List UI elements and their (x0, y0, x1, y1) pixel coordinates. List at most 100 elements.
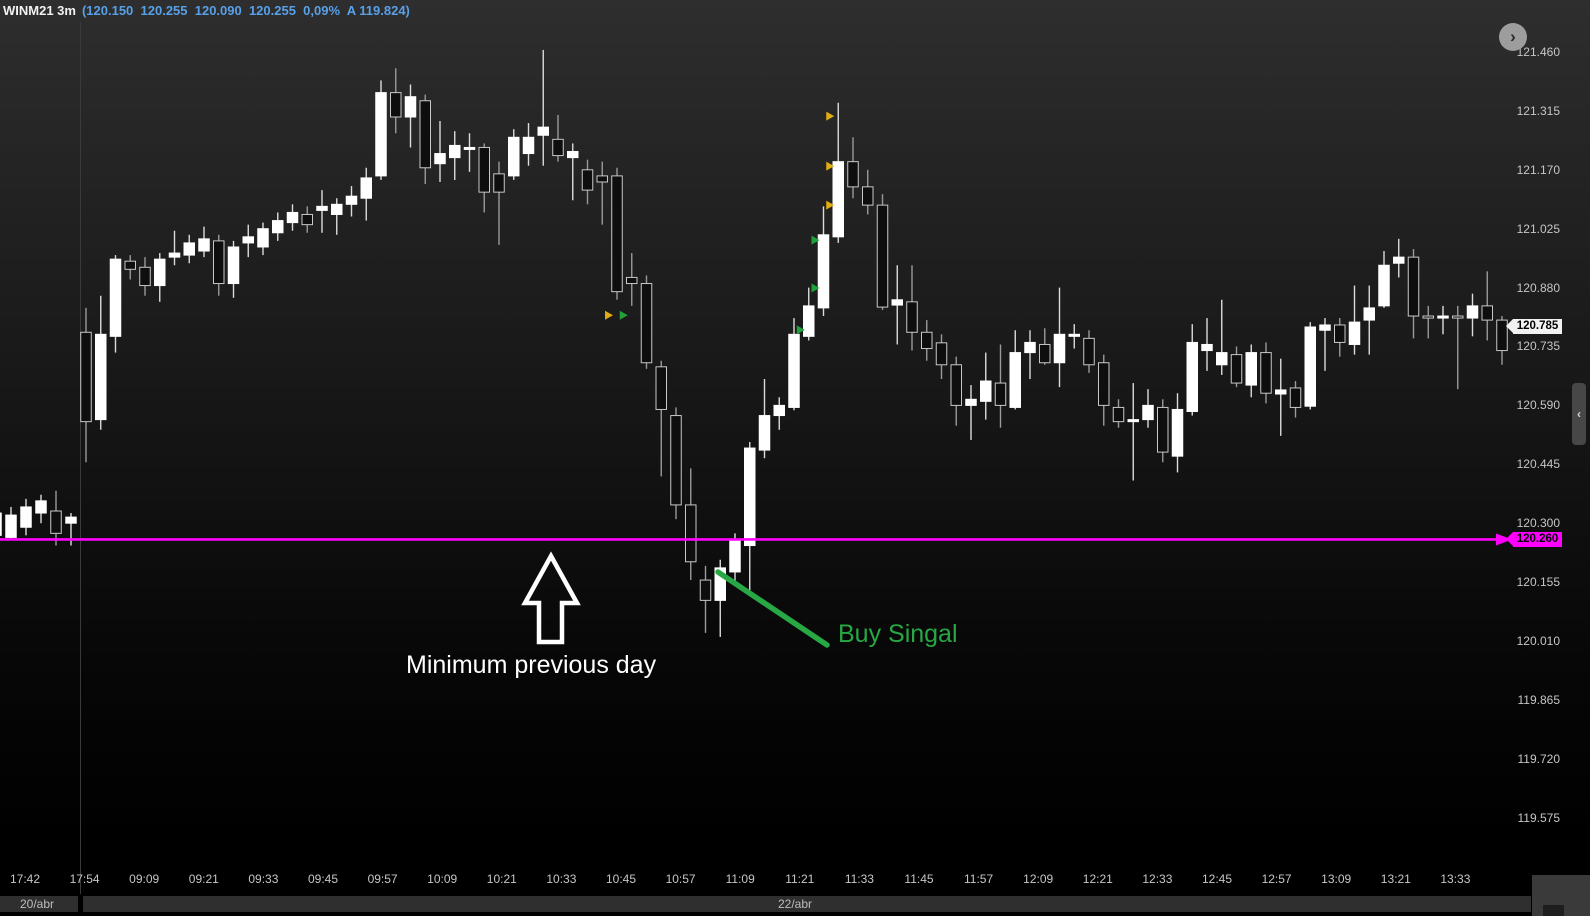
candle-body (744, 447, 756, 547)
time-axis-label: 12:21 (1082, 872, 1113, 886)
candle-body (640, 283, 653, 364)
candle-body (1334, 324, 1346, 343)
time-axis-label: 10:09 (427, 872, 458, 886)
time-axis-label: 09:21 (188, 872, 219, 886)
expand-panel-button[interactable]: › (1499, 23, 1527, 51)
time-axis-label: 13:33 (1440, 872, 1471, 886)
price-axis-label: 120.880 (1516, 280, 1560, 295)
candle-body (183, 242, 195, 256)
time-axis-label: 10:45 (605, 872, 637, 886)
green-signal-marker-icon (619, 310, 628, 320)
yellow-signal-marker-icon (826, 111, 835, 121)
candle-body (847, 161, 859, 188)
candle-body (1098, 362, 1110, 406)
candle-body (272, 220, 284, 234)
candle-body (493, 173, 505, 193)
chevron-left-icon: ‹ (1577, 407, 1581, 421)
candle-body (817, 234, 830, 309)
time-axis-label: 11:33 (844, 872, 874, 886)
price-axis-label: 120.445 (1516, 457, 1560, 472)
price-axis-label: 120.735 (1516, 339, 1560, 354)
price-axis-label: 120.155 (1516, 575, 1560, 590)
time-axis-label: 11:21 (785, 872, 815, 886)
candle-body (124, 260, 136, 270)
candle-body (419, 100, 431, 169)
time-axis-label: 12:45 (1201, 872, 1233, 886)
last-price-badge: 120.785 (1506, 318, 1562, 334)
minimum-previous-day-label[interactable]: Minimum previous day (406, 651, 657, 679)
candle-body (1053, 333, 1066, 364)
line-price-badge[interactable]: 120.260 (1506, 531, 1562, 547)
candle-body (360, 177, 372, 199)
line-price-value: 120.260 (1516, 532, 1559, 545)
buy-signal-label[interactable]: Buy Singal (838, 620, 958, 648)
ohlc-quote-label: (120.150 120.255 120.090 120.255 0,09% A… (81, 3, 410, 18)
chevron-right-icon: › (1510, 27, 1516, 46)
candle-body (50, 510, 62, 534)
candle-body (1289, 387, 1302, 408)
collapse-axis-handle[interactable]: ‹ (1572, 383, 1586, 445)
candle-body (345, 195, 358, 205)
candle-body (65, 516, 77, 524)
candle-body (906, 301, 918, 333)
candle-body (1216, 352, 1228, 366)
symbol-timeframe-label: WINM21 3m (3, 3, 76, 18)
candle-body (921, 331, 933, 350)
scrollbar-main-segment[interactable] (83, 896, 1531, 912)
candle-body (286, 211, 299, 224)
candle-body (1142, 404, 1154, 421)
candle-body (699, 579, 712, 601)
buy-signal-pointer-line[interactable] (715, 569, 830, 648)
candle-body (375, 92, 387, 177)
candle-body (168, 252, 181, 258)
price-axis-label: 119.575 (1517, 810, 1561, 825)
candle-body (714, 567, 726, 601)
candle-body (1275, 389, 1287, 395)
price-axis-label: 121.025 (1516, 221, 1560, 236)
time-axis-label: 11:45 (904, 872, 934, 886)
candle-body (1201, 343, 1213, 352)
time-axis-label: 09:33 (248, 872, 279, 886)
candle-body (1422, 315, 1434, 319)
candle-body (994, 382, 1007, 406)
candle-body (80, 331, 92, 423)
candle-body (463, 146, 476, 150)
candle-body (1157, 406, 1169, 453)
up-arrow-annotation[interactable] (521, 551, 581, 645)
yellow-signal-marker-icon (826, 200, 835, 210)
candle-body (862, 186, 874, 206)
candle-body (1496, 319, 1508, 352)
candle-body (567, 151, 579, 159)
time-axis-label: 17:54 (69, 872, 100, 886)
price-axis-label: 119.720 (1517, 751, 1561, 766)
time-axis-label: 10:33 (546, 872, 577, 886)
candle-body (0, 512, 2, 536)
candle-body (522, 136, 535, 155)
candle-body (1481, 305, 1493, 321)
time-axis-label: 10:21 (486, 872, 517, 886)
candle-body (316, 205, 328, 211)
candle-body (390, 92, 402, 118)
candle-body (5, 514, 17, 538)
candle-body (965, 398, 977, 406)
corner-resize-notch[interactable] (1543, 905, 1564, 916)
candle-body (213, 240, 225, 285)
price-axis-label: 119.865 (1517, 692, 1561, 707)
candle-body (478, 146, 490, 193)
candle-body (773, 404, 785, 417)
candle-body (154, 258, 166, 287)
candle-body (301, 213, 313, 226)
candle-body (139, 266, 151, 287)
candle-body (1112, 406, 1125, 423)
candle-body (758, 415, 771, 451)
candle-body (670, 415, 682, 506)
candle-body (1024, 341, 1036, 354)
candle-body (1393, 256, 1405, 264)
time-axis-label: 11:57 (964, 872, 994, 886)
candle-body (980, 380, 992, 402)
candle-body (1437, 315, 1449, 319)
scrollbar-left-segment[interactable] (0, 896, 78, 912)
candle-body (729, 538, 741, 573)
last-price-value: 120.785 (1516, 319, 1559, 332)
